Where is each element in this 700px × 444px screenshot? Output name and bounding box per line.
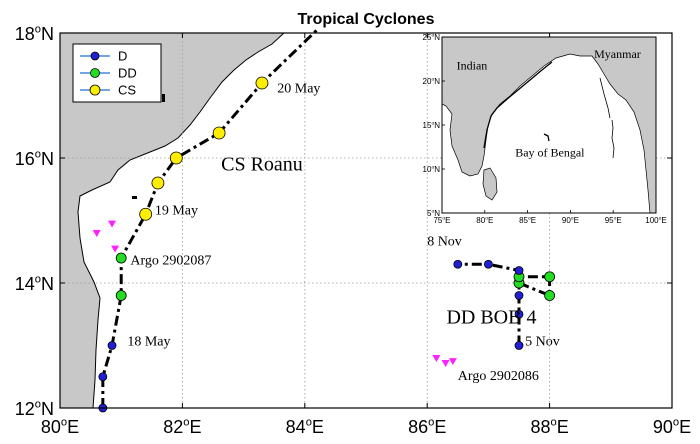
inset-myanmar-coast (599, 77, 611, 119)
map-labels: CS Roanu DD BOB 4 Argo 2902087 Argo 2902086… (127, 81, 559, 384)
track-point (483, 259, 493, 269)
x-tick-label: 88oE (530, 416, 568, 437)
legend-marker (90, 51, 100, 61)
track-point (255, 76, 269, 90)
argo-float-marker (432, 355, 441, 362)
argo-float-marker (108, 220, 117, 228)
track-point (98, 372, 108, 382)
track-point (514, 341, 524, 350)
date-label: 18 May (127, 335, 170, 350)
inset-region-label: Indian (457, 59, 488, 73)
island-mark (162, 94, 165, 102)
map-title: Tropical Cyclones (298, 11, 435, 28)
y-tick-label: 18oN (15, 23, 54, 44)
legend-marker (89, 84, 101, 96)
inset-map: 75oE 80oE 85oE 90oE 95oE 100oE 5oN 10oN 15oN 20oN… (423, 33, 667, 225)
y-tick-label: 12oN (15, 398, 54, 419)
legend-label: CS (118, 83, 136, 98)
track-point (514, 291, 524, 300)
inset-region-label: Myanmar (594, 47, 641, 61)
legend-label: D (118, 49, 127, 64)
track-point (169, 151, 183, 165)
inset-island-chain (611, 119, 615, 159)
track-point (139, 207, 153, 221)
argo-label: Argo 2902086 (458, 369, 539, 384)
inset-region-label: Bay of Bengal (515, 146, 585, 160)
map-frame (59, 32, 673, 409)
argo-label: Argo 2902087 (130, 253, 211, 268)
track-point (151, 176, 165, 190)
x-tick-label: 90oE (653, 416, 691, 437)
argo-float-marker (441, 360, 450, 367)
inset-y-tick-label: 20oN (423, 77, 441, 86)
india-land (60, 33, 285, 408)
inset-track (483, 61, 553, 149)
track-point (544, 290, 555, 301)
island-mark (132, 196, 137, 199)
y-tick-label: 16oN (15, 148, 54, 169)
inset-x-tick-label: 75oE (433, 216, 450, 225)
legend-marker (90, 68, 100, 78)
x-tick-label: 84oE (286, 416, 324, 437)
inset-x-tick-label: 85oE (519, 216, 536, 225)
gridlines (60, 33, 672, 408)
inset-x-tick-label: 90oE (562, 216, 579, 225)
track-point (212, 126, 226, 140)
argo-float-marker (111, 245, 120, 253)
track-point (107, 341, 117, 350)
cyclone-tracks (98, 28, 555, 413)
x-tick-label: 82oE (163, 416, 201, 437)
inset-y-tick-label: 15oN (423, 121, 441, 130)
argo-floats (92, 220, 457, 367)
cyclone-track-line (101, 28, 319, 408)
track-point (453, 259, 463, 269)
track-point (514, 266, 524, 275)
inset-y-tick-label: 5oN (427, 209, 440, 218)
date-label: 8 Nov (427, 235, 462, 250)
x-tick-label: 86oE (408, 416, 446, 437)
inset-andaman (543, 133, 550, 142)
track-point (514, 309, 524, 319)
inset-land (442, 37, 656, 213)
inset-x-tick-label: 95oE (605, 216, 622, 225)
inset-sri-lanka (482, 167, 498, 201)
inset-x-tick-label: 80oE (476, 216, 493, 225)
inset-x-tick-label: 100oE (645, 216, 666, 225)
track-point (115, 290, 127, 301)
date-label: 20 May (277, 81, 320, 96)
cyclone-name-label: CS Roanu (221, 154, 303, 176)
cyclone-name-label: DD BOB 4 (446, 307, 536, 329)
track-point (544, 271, 555, 283)
date-label: 5 Nov (525, 335, 560, 350)
inset-y-tick-label: 25oN (423, 33, 441, 42)
axis-ticks: 80oE 82oE 84oE 86oE 88oE 90oE 12oN 14oN 16oN 18oN (15, 23, 691, 437)
argo-float-marker (92, 230, 101, 237)
x-tick-label: 80oE (41, 416, 79, 437)
argo-float-marker (448, 358, 457, 366)
legend-label: DD (118, 66, 137, 81)
inset-y-tick-label: 10oN (423, 165, 441, 174)
track-point (115, 252, 127, 264)
date-label: 19 May (155, 203, 198, 218)
y-tick-label: 14oN (15, 273, 54, 294)
